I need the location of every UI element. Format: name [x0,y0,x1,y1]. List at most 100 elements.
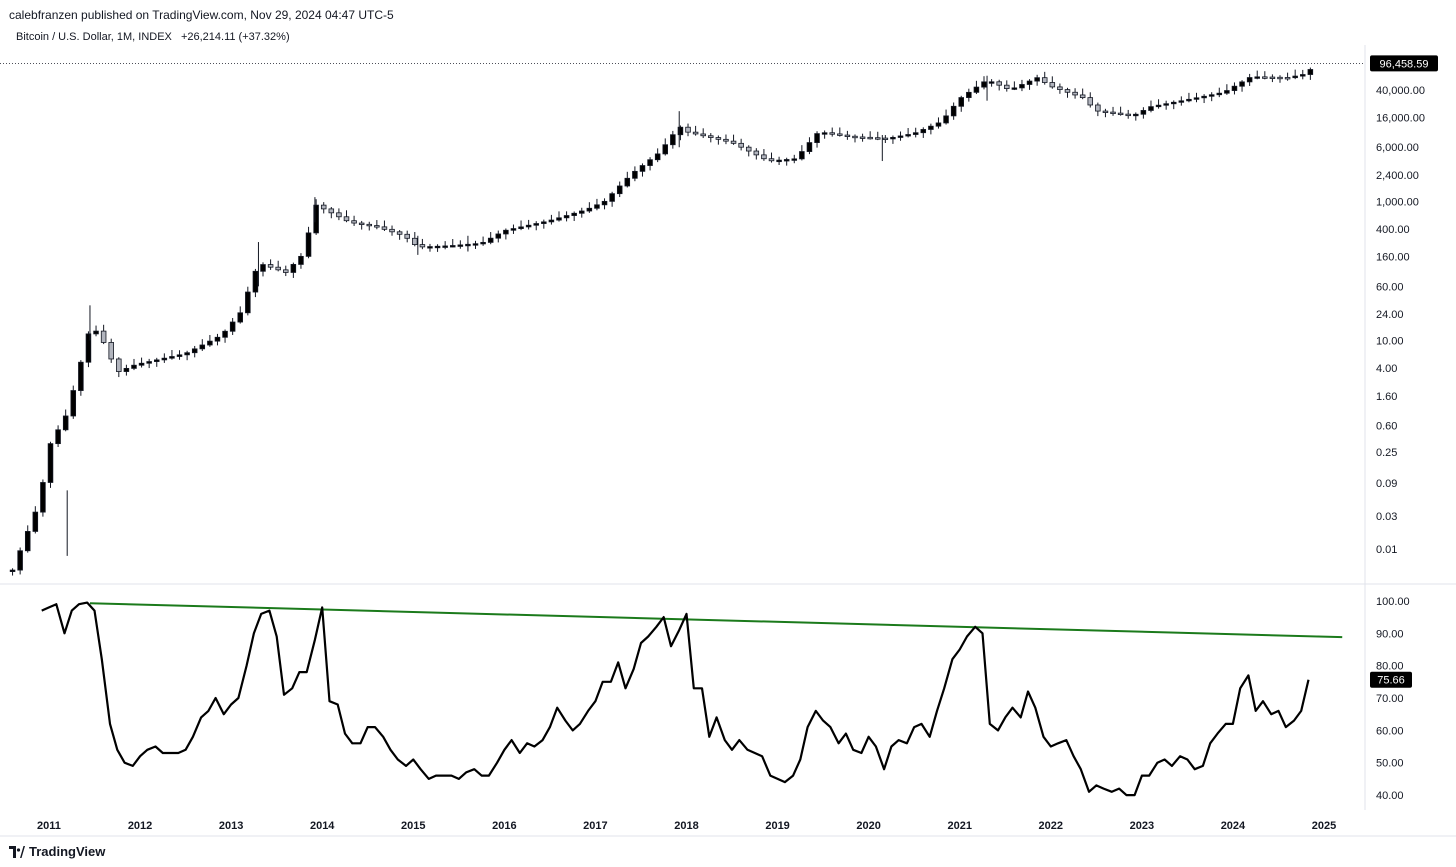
candle-body [632,170,638,179]
last-price-label: 96,458.59 [1380,58,1429,70]
time-tick-label: 2016 [492,820,516,832]
candle-body [1133,113,1139,117]
candle-body [579,210,585,214]
candle-body [24,531,31,552]
time-tick-label: 2015 [401,820,425,832]
candle-body [9,569,16,572]
candle-body [685,126,691,133]
candle-body [267,264,274,268]
candle-body [806,142,813,152]
price-tick-label: 0.01 [1376,544,1397,556]
candle-body [131,364,137,369]
candle-body [1110,111,1116,114]
candle-body [677,126,684,136]
candle-body [1004,84,1010,89]
candle-body [146,361,152,364]
candle-body [1155,104,1162,108]
candle-body [328,208,335,214]
candle-body [875,137,881,140]
price-tick-label: 6,000.00 [1376,142,1419,154]
candle-body [343,216,350,222]
candle-body [859,136,866,139]
candle-body [245,291,251,314]
last-price-badge [1370,55,1438,72]
rsi-tick-label: 60.00 [1376,725,1404,737]
candle-body [1239,81,1245,87]
rsi-line [41,601,1310,797]
candle-body [571,212,577,216]
time-tick-label: 2012 [128,820,152,832]
candle-body [814,133,820,143]
candle-body [389,228,395,233]
time-tick-label: 2024 [1221,820,1246,832]
time-tick-label: 2021 [947,820,971,832]
candle-body [1262,76,1268,79]
candle-body [358,222,365,225]
symbol-legend[interactable]: Bitcoin / U.S. Dollar, 1M, INDEX +26,214… [16,31,296,43]
candle-body [1095,104,1101,112]
candle-body [745,146,752,152]
candle-body [905,134,911,137]
time-tick-label: 2013 [219,820,243,832]
price-tick-label: 10.00 [1376,335,1404,347]
candle-body [85,333,92,363]
candle-body [199,344,206,350]
candle-body [123,367,130,372]
candle-body [108,342,114,360]
candle-body [55,429,61,445]
candle-body [1140,110,1147,115]
candle-body [495,233,502,239]
candle-body [594,204,600,209]
price-tick-label: 40,000.00 [1376,85,1425,97]
candle-body [1011,87,1018,90]
candle-body [480,241,486,245]
candle-body [305,232,312,257]
rsi-trendline[interactable] [89,602,1343,639]
candle-body [1277,76,1283,80]
candle-body [1216,92,1223,96]
candle-body [799,151,805,160]
candle-body [981,81,987,88]
candle-body [154,359,160,362]
candle-body [1208,94,1215,97]
candle-body [191,348,198,354]
candle-body [525,224,532,228]
price-tick-label: 400.00 [1376,224,1410,236]
candle-body [1064,89,1071,93]
candle-body [1034,77,1040,82]
rsi-tick-label: 40.00 [1376,790,1404,802]
candle-body [229,321,236,332]
candle-body [609,193,615,202]
candle-body [723,138,729,142]
candle-body [783,159,790,162]
candle-body [290,264,297,273]
rsi-tick-label: 50.00 [1376,758,1404,770]
candle-body [1284,77,1291,80]
candle-body [169,356,175,359]
candle-body [487,237,494,243]
candle-body [730,140,737,144]
candle-body [670,134,676,146]
candle-body [252,270,259,293]
candle-body [753,150,760,156]
candle-body [138,362,145,366]
candle-body [283,269,289,273]
candle-body [935,122,942,127]
candle-body [556,217,562,221]
candle-body [40,482,46,513]
symbol-change: +26,214.11 (+37.32%) [180,31,290,43]
candle-body [616,185,623,195]
price-tick-label: 0.09 [1376,478,1397,490]
candle-body [563,215,570,219]
candle-body [404,233,410,239]
candle-body [1246,77,1253,83]
tradingview-logo: TradingView [9,844,105,859]
price-tick-label: 60.00 [1376,281,1404,293]
candle-body [184,352,190,356]
candle-body [943,115,949,124]
candle-body [1102,110,1109,113]
rsi-tick-label: 80.00 [1376,661,1404,673]
candle-body [1178,100,1185,103]
candle-body [586,207,593,212]
